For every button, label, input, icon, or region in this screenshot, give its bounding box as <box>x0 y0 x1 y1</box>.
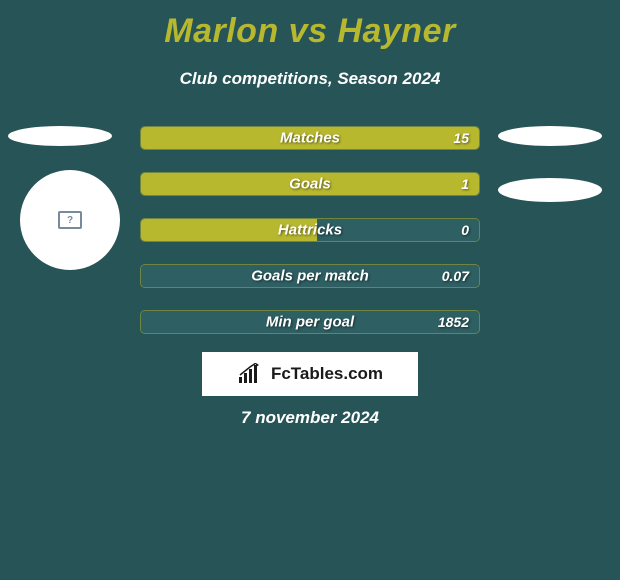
stat-bar-goals-per-match: Goals per match 0.07 <box>140 264 480 288</box>
bar-label: Hattricks <box>278 222 342 239</box>
comparison-title: Marlon vs Hayner <box>0 0 620 51</box>
chart-icon <box>237 363 265 385</box>
player2-avatar-ellipse <box>498 178 602 202</box>
stat-bars-container: Matches 15 Goals 1 Hattricks 0 Goals per… <box>140 126 480 356</box>
stat-bar-min-per-goal: Min per goal 1852 <box>140 310 480 334</box>
bar-value: 1852 <box>438 314 469 330</box>
bar-label: Matches <box>280 130 340 147</box>
report-date: 7 november 2024 <box>0 408 620 428</box>
stat-bar-hattricks: Hattricks 0 <box>140 218 480 242</box>
player2-name-ellipse <box>498 126 602 146</box>
bar-value: 0 <box>461 222 469 238</box>
bar-label: Goals <box>289 176 331 193</box>
bar-label: Min per goal <box>266 314 354 331</box>
bar-label: Goals per match <box>251 268 369 285</box>
stat-bar-matches: Matches 15 <box>140 126 480 150</box>
bar-value: 15 <box>453 130 469 146</box>
bar-value: 1 <box>461 176 469 192</box>
source-logo: FcTables.com <box>202 352 418 396</box>
player1-name-ellipse <box>8 126 112 146</box>
player1-avatar <box>20 170 120 270</box>
placeholder-icon <box>58 211 82 229</box>
subtitle: Club competitions, Season 2024 <box>0 69 620 89</box>
bar-value: 0.07 <box>442 268 469 284</box>
logo-text: FcTables.com <box>271 364 383 384</box>
stat-bar-goals: Goals 1 <box>140 172 480 196</box>
